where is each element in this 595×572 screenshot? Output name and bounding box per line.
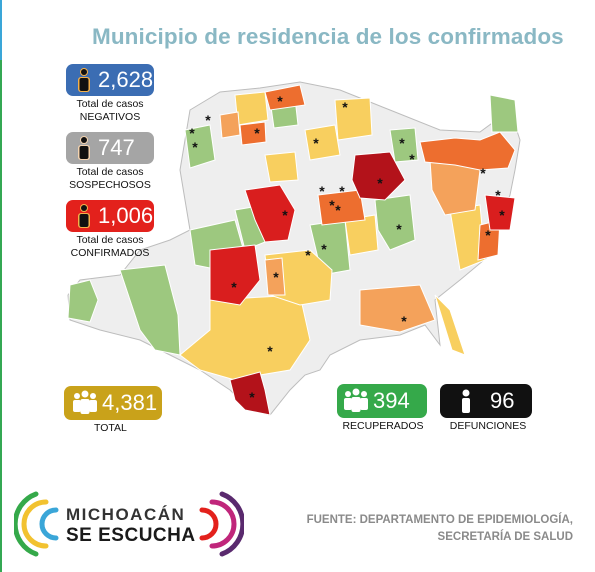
map-marker: * [401, 313, 407, 329]
map-marker: * [495, 187, 501, 203]
region-orange-center [317, 189, 366, 226]
map-marker: * [485, 227, 491, 243]
sospechosos-badge: 747 [66, 132, 154, 164]
map-marker: * [189, 125, 195, 141]
defunciones-caption: DEFUNCIONES [449, 420, 527, 432]
confirmados-badge: 1,006 [66, 200, 154, 232]
region-yellow-north-3 [304, 124, 341, 161]
sospechosos-label-1: Total de casos [76, 166, 144, 178]
map-marker: * [273, 269, 279, 285]
map-marker: * [305, 247, 311, 263]
region-orange-northeast [419, 131, 516, 171]
negativos-badge: 2,628 [66, 64, 154, 96]
region-red-west [209, 244, 261, 306]
sospechosos-value: 747 [98, 135, 135, 160]
region-lightorange-se [359, 284, 436, 333]
region-red-center [244, 184, 296, 243]
region-green-north-1 [184, 124, 216, 169]
logo-text-line1: MICHOACÁN [66, 505, 186, 524]
total-caption: TOTAL [94, 422, 127, 434]
sospechosos-label-2: SOSPECHOSOS [69, 179, 151, 191]
logo-text-line2: SE ESCUCHA [66, 525, 196, 546]
region-green-west [67, 279, 99, 323]
confirmados-caption: Total de casos CONFIRMADOS [58, 234, 162, 260]
region-green-east [374, 194, 416, 251]
region-lightorange-center [264, 257, 286, 296]
map-marker: * [342, 99, 348, 115]
map-marker: * [377, 175, 383, 191]
map-marker: * [282, 207, 288, 223]
region-darkred-morelia [351, 151, 406, 201]
region-lightorange-north [219, 111, 241, 139]
region-yellow-sw-strip [434, 294, 466, 356]
map-marker: * [329, 197, 335, 213]
person-icon [462, 389, 470, 413]
negativos-caption: Total de casos NEGATIVOS [62, 98, 158, 124]
map-marker: * [399, 135, 405, 151]
region-red-east [484, 194, 516, 231]
defunciones-value: 96 [490, 388, 515, 413]
map-marker: * [231, 279, 237, 295]
map-marker: * [267, 343, 273, 359]
source-note: FUENTE: DEPARTAMENTO DE EPIDEMIOLOGÍA, S… [307, 512, 573, 546]
region-yellow-center-east [344, 214, 379, 256]
region-yellow-north-2 [334, 97, 373, 141]
region-orange-north [264, 84, 306, 111]
recuperados-value: 394 [373, 388, 410, 413]
michoacan-se-escucha-logo [14, 491, 244, 557]
map-marker: * [480, 165, 486, 181]
michoacan-map: * * * * * * * * * * * * * * * * * * * * … [67, 81, 521, 416]
region-orange-north-2 [239, 121, 267, 146]
map-marker: * [339, 183, 345, 199]
source-line-1: FUENTE: DEPARTAMENTO DE EPIDEMIOLOGÍA, [306, 514, 573, 526]
region-green-ne [489, 94, 519, 133]
recuperados-caption: RECUPERADOS [342, 420, 424, 432]
region-darkred-coast [229, 371, 271, 416]
person-icon [78, 68, 90, 92]
map-marker: * [192, 139, 198, 155]
map-marker: * [313, 135, 319, 151]
map-marker: * [249, 389, 255, 405]
region-yellow-center-2 [264, 151, 299, 183]
map-marker: * [277, 93, 283, 109]
map-marker: * [319, 183, 325, 199]
page-title: Municipio de residencia de los confirmad… [92, 24, 564, 49]
map-marker: * [409, 151, 415, 167]
map-marker: * [254, 125, 260, 141]
left-edge-accent [0, 0, 2, 60]
map-marker: * [499, 207, 505, 223]
state-outline [67, 81, 521, 416]
recuperados-badge: 394 [337, 384, 427, 418]
negativos-value: 2,628 [98, 67, 154, 92]
group-icon [73, 390, 97, 414]
region-green-southwest [119, 264, 181, 356]
confirmados-label-1: Total de casos [76, 234, 144, 246]
confirmados-value: 1,006 [98, 203, 154, 228]
total-value: 4,381 [102, 390, 158, 415]
defunciones-badge: 96 [440, 384, 532, 418]
confirmados-label-2: CONFIRMADOS [70, 247, 150, 259]
map-marker: * [321, 241, 327, 257]
group-icon [344, 388, 368, 412]
sospechosos-caption: Total de casos SOSPECHOSOS [58, 166, 162, 192]
negativos-label-2: NEGATIVOS [79, 111, 141, 123]
region-green-north-3 [389, 127, 419, 163]
map-marker: * [205, 112, 211, 128]
person-icon [78, 136, 90, 160]
source-line-2: SECRETARÍA DE SALUD [437, 531, 573, 543]
map-marker: * [335, 202, 341, 218]
person-icon [78, 204, 90, 228]
total-badge: 4,381 [64, 386, 162, 420]
left-edge-bar [0, 0, 2, 572]
negativos-label-1: Total de casos [76, 98, 144, 110]
region-yellow-north-1 [234, 91, 269, 126]
map-marker: * [396, 221, 402, 237]
